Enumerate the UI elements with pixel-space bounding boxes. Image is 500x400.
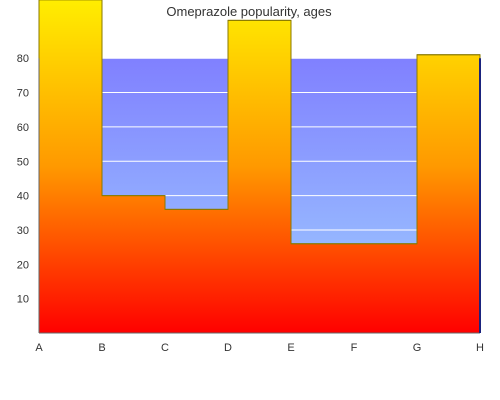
y-tick-label: 20: [17, 259, 29, 271]
x-axis-tick-labels: A B C D E F G H: [35, 342, 484, 354]
axes: [38, 58, 481, 334]
x-tick-label-F: F: [351, 342, 358, 354]
x-tick-label-G: G: [413, 342, 422, 354]
y-tick-label: 80: [17, 53, 29, 65]
y-tick-label: 40: [17, 191, 29, 203]
x-tick-label-C: C: [161, 342, 169, 354]
x-tick-label-H: H: [476, 342, 484, 354]
y-tick-label: 30: [17, 225, 29, 237]
x-tick-label-D: D: [224, 342, 232, 354]
y-tick-label: 10: [17, 294, 29, 306]
chart-title: Omeprazole popularity, ages: [166, 4, 332, 19]
y-axis-tick-labels: 10 20 30 40 50 60 70 80: [17, 53, 29, 305]
x-tick-label-B: B: [98, 342, 105, 354]
x-tick-label-A: A: [35, 342, 43, 354]
y-tick-label: 70: [17, 88, 29, 100]
x-tick-label-E: E: [287, 342, 294, 354]
y-tick-label: 60: [17, 122, 29, 134]
y-tick-label: 50: [17, 156, 29, 168]
area-series: [38, 0, 481, 333]
